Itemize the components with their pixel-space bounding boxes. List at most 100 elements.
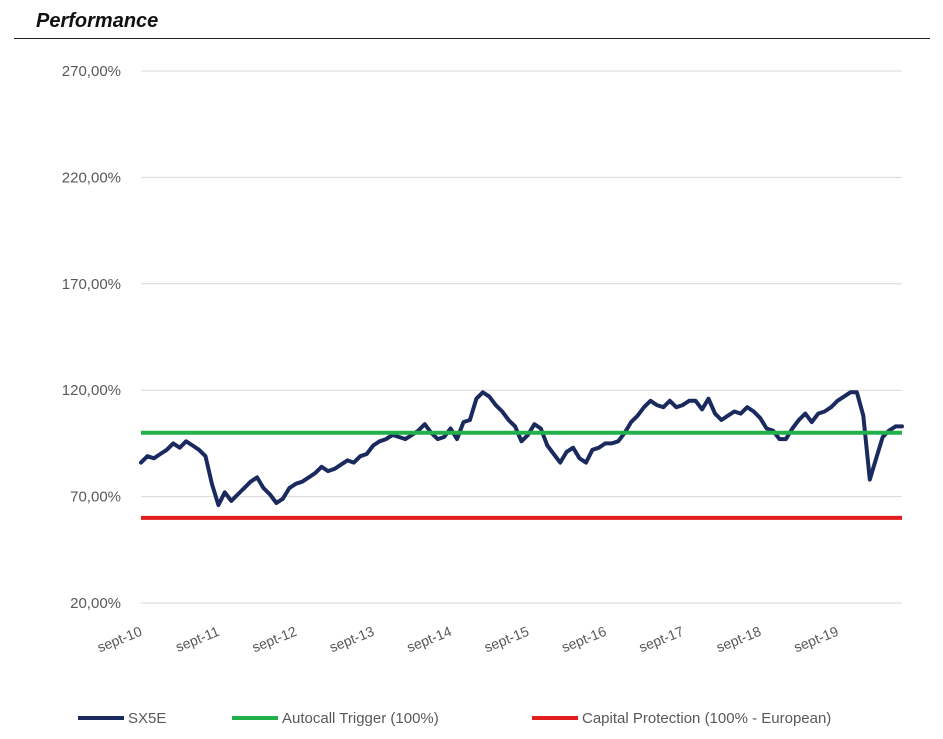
data-point [139, 461, 143, 465]
data-point [500, 409, 504, 414]
data-point [590, 448, 595, 452]
data-point [636, 414, 640, 418]
data-point [545, 443, 549, 448]
data-point [365, 452, 369, 456]
gridlines [141, 70, 902, 604]
data-point [268, 492, 272, 497]
data-point [455, 437, 459, 441]
data-point [281, 497, 285, 501]
y-tick-label: 170,00% [62, 276, 121, 293]
data-point [668, 399, 672, 403]
data-point [713, 412, 717, 416]
data-point [823, 409, 827, 414]
data-point [203, 454, 208, 458]
x-tick-label: sept-19 [791, 623, 840, 655]
data-point [810, 420, 814, 424]
data-point [745, 405, 749, 409]
data-point [242, 486, 246, 490]
data-point [507, 418, 511, 422]
data-point [249, 480, 253, 484]
data-point [700, 407, 704, 411]
legend-swatch [532, 716, 578, 720]
data-point [320, 465, 324, 469]
y-tick-label: 120,00% [62, 382, 121, 399]
data-point [468, 418, 472, 422]
data-point [706, 397, 711, 401]
data-point [513, 424, 517, 428]
data-point [216, 503, 220, 507]
data-point [339, 463, 343, 467]
data-point [165, 448, 169, 452]
x-tick-label: sept-16 [559, 623, 608, 655]
data-point [558, 461, 562, 465]
data-point [158, 452, 162, 456]
data-point [732, 409, 736, 414]
data-point [423, 422, 427, 426]
data-point [403, 437, 407, 441]
data-point [255, 475, 259, 479]
data-point [648, 399, 653, 403]
data-point [694, 399, 698, 403]
y-tick-label: 70,00% [70, 489, 121, 506]
data-point [449, 426, 453, 431]
data-point [674, 405, 678, 409]
data-point [184, 439, 188, 443]
data-point [777, 437, 782, 441]
data-point [868, 478, 872, 482]
data-point [358, 454, 362, 458]
data-point [597, 446, 601, 450]
data-point [603, 441, 607, 445]
legend-item: Autocall Trigger (100%) [232, 706, 439, 730]
data-point [371, 443, 375, 448]
title-divider [14, 38, 930, 39]
data-point [487, 395, 491, 399]
data-point [307, 475, 311, 479]
data-point [229, 499, 233, 503]
data-point [900, 424, 904, 428]
x-tick-label: sept-15 [482, 623, 531, 655]
data-point [661, 405, 666, 409]
data-point [532, 422, 537, 426]
data-point [616, 439, 620, 443]
x-tick-label: sept-10 [95, 623, 144, 655]
data-point [384, 437, 388, 441]
data-point [752, 409, 756, 414]
y-tick-label: 270,00% [62, 63, 121, 80]
data-point [835, 399, 840, 403]
data-point [610, 441, 614, 445]
data-point [352, 461, 356, 465]
data-point [313, 471, 317, 475]
data-point [584, 461, 588, 465]
data-point [881, 435, 885, 439]
data-point [842, 395, 846, 399]
data-point [171, 441, 175, 445]
data-point [236, 492, 240, 497]
data-point [765, 426, 769, 431]
data-point [577, 456, 582, 460]
x-tick-label: sept-14 [404, 623, 453, 655]
legend-swatch [78, 716, 124, 720]
data-point [726, 414, 730, 418]
legend-label: Capital Protection (100% - European) [582, 709, 832, 727]
data-point [442, 435, 446, 439]
data-point [687, 399, 691, 403]
data-point [145, 454, 149, 458]
data-point [565, 450, 569, 454]
data-point [829, 405, 833, 409]
data-point [474, 397, 478, 401]
data-point [894, 424, 898, 428]
data-point [784, 437, 788, 441]
data-point [790, 426, 795, 431]
data-point [287, 486, 291, 490]
data-point [326, 469, 330, 473]
data-point [261, 486, 266, 490]
data-point [178, 446, 182, 450]
x-axis-ticks: sept-10 sept-11 sept-12 sept-13 sept-14 sept-… [95, 623, 841, 655]
legend-item: Capital Protection (100% - European) [532, 706, 831, 730]
data-point [642, 405, 646, 409]
data-point [274, 501, 278, 505]
data-point [461, 420, 466, 424]
data-point [803, 412, 807, 416]
data-point [552, 452, 556, 456]
data-point [294, 482, 298, 486]
